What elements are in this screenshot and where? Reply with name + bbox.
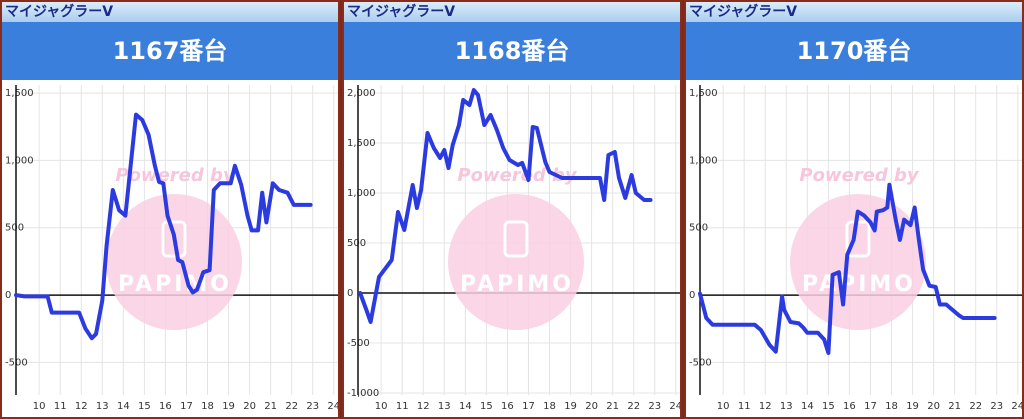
x-tick-label: 19 xyxy=(906,401,919,412)
x-tick-label: 15 xyxy=(138,401,151,412)
x-tick-label: 11 xyxy=(738,401,751,412)
y-tick-label: 0 xyxy=(347,288,353,299)
y-tick-label: 1,500 xyxy=(347,138,376,149)
watermark-circle xyxy=(790,194,926,330)
machine-name: マイジャグラーV xyxy=(5,3,113,20)
watermark-icon xyxy=(161,220,187,258)
machine-name: マイジャグラーV xyxy=(347,3,455,20)
x-tick-label: 18 xyxy=(543,401,556,412)
y-tick-label: 2,000 xyxy=(347,88,376,99)
x-tick-label: 13 xyxy=(96,401,109,412)
panel-border xyxy=(0,0,340,419)
x-tick-label: 14 xyxy=(801,401,814,412)
watermark-icon xyxy=(503,220,529,258)
x-tick-label: 17 xyxy=(864,401,877,412)
watermark-logo: PAPIMO xyxy=(802,272,916,297)
x-tick-label: 15 xyxy=(480,401,493,412)
x-tick-label: 10 xyxy=(375,401,388,412)
y-tick-label: 500 xyxy=(5,223,24,234)
panel-header xyxy=(1,1,339,22)
x-tick-label: 11 xyxy=(54,401,67,412)
x-tick-label: 20 xyxy=(243,401,256,412)
x-tick-label: 19 xyxy=(564,401,577,412)
chart-title: 1170番台 xyxy=(797,37,912,65)
x-tick-label: 12 xyxy=(759,401,772,412)
x-tick-label: 21 xyxy=(264,401,277,412)
panel-border xyxy=(342,0,682,419)
x-tick-label: 11 xyxy=(396,401,409,412)
y-tick-label: 1,500 xyxy=(5,88,34,99)
x-tick-label: 10 xyxy=(33,401,46,412)
chart-title: 1168番台 xyxy=(455,37,570,65)
x-tick-label: 13 xyxy=(780,401,793,412)
x-tick-label: 23 xyxy=(990,401,1003,412)
x-tick-label: 22 xyxy=(969,401,982,412)
x-tick-label: 17 xyxy=(522,401,535,412)
x-tick-label: 23 xyxy=(648,401,661,412)
y-tick-label: 1,500 xyxy=(689,88,718,99)
title-band xyxy=(343,22,681,80)
watermark-text: Powered by xyxy=(115,165,236,186)
x-tick-label: 15 xyxy=(822,401,835,412)
x-tick-label: 24 xyxy=(1011,401,1024,412)
data-line xyxy=(698,182,997,355)
x-tick-label: 12 xyxy=(417,401,430,412)
x-tick-label: 14 xyxy=(117,401,130,412)
y-tick-label: -1,000 xyxy=(347,388,379,399)
title-band xyxy=(1,22,339,80)
y-tick-label: 500 xyxy=(347,238,366,249)
x-tick-label: 21 xyxy=(606,401,619,412)
x-tick-label: 13 xyxy=(438,401,451,412)
data-line xyxy=(358,88,653,324)
x-tick-label: 17 xyxy=(180,401,193,412)
x-tick-label: 20 xyxy=(585,401,598,412)
x-tick-label: 22 xyxy=(285,401,298,412)
y-tick-label: 0 xyxy=(5,290,11,301)
panel-header xyxy=(343,1,681,22)
x-tick-label: 19 xyxy=(222,401,235,412)
watermark-circle xyxy=(448,194,584,330)
watermark-logo: PAPIMO xyxy=(460,272,574,297)
watermark-text: Powered by xyxy=(799,165,920,186)
x-tick-label: 14 xyxy=(459,401,472,412)
y-tick-label: 0 xyxy=(689,290,695,301)
y-tick-label: 1,000 xyxy=(5,155,34,166)
x-tick-label: 20 xyxy=(927,401,940,412)
y-tick-label: 500 xyxy=(689,223,708,234)
machine-name: マイジャグラーV xyxy=(689,3,797,20)
x-tick-label: 16 xyxy=(159,401,172,412)
y-tick-label: 1,000 xyxy=(347,188,376,199)
watermark-circle xyxy=(106,194,242,330)
x-tick-label: 21 xyxy=(948,401,961,412)
x-tick-label: 22 xyxy=(627,401,640,412)
x-tick-label: 16 xyxy=(843,401,856,412)
x-tick-label: 18 xyxy=(201,401,214,412)
x-tick-label: 18 xyxy=(885,401,898,412)
panel-header xyxy=(685,1,1023,22)
x-tick-label: 23 xyxy=(306,401,319,412)
x-tick-label: 16 xyxy=(501,401,514,412)
x-tick-label: 12 xyxy=(75,401,88,412)
data-line xyxy=(14,112,313,341)
x-tick-label: 24 xyxy=(327,401,340,412)
y-tick-label: 1,000 xyxy=(689,155,718,166)
title-band xyxy=(685,22,1023,80)
panel-border xyxy=(684,0,1024,419)
x-tick-label: 10 xyxy=(717,401,730,412)
x-tick-label: 24 xyxy=(669,401,682,412)
watermark-logo: PAPIMO xyxy=(118,272,232,297)
chart-title: 1167番台 xyxy=(113,37,228,65)
